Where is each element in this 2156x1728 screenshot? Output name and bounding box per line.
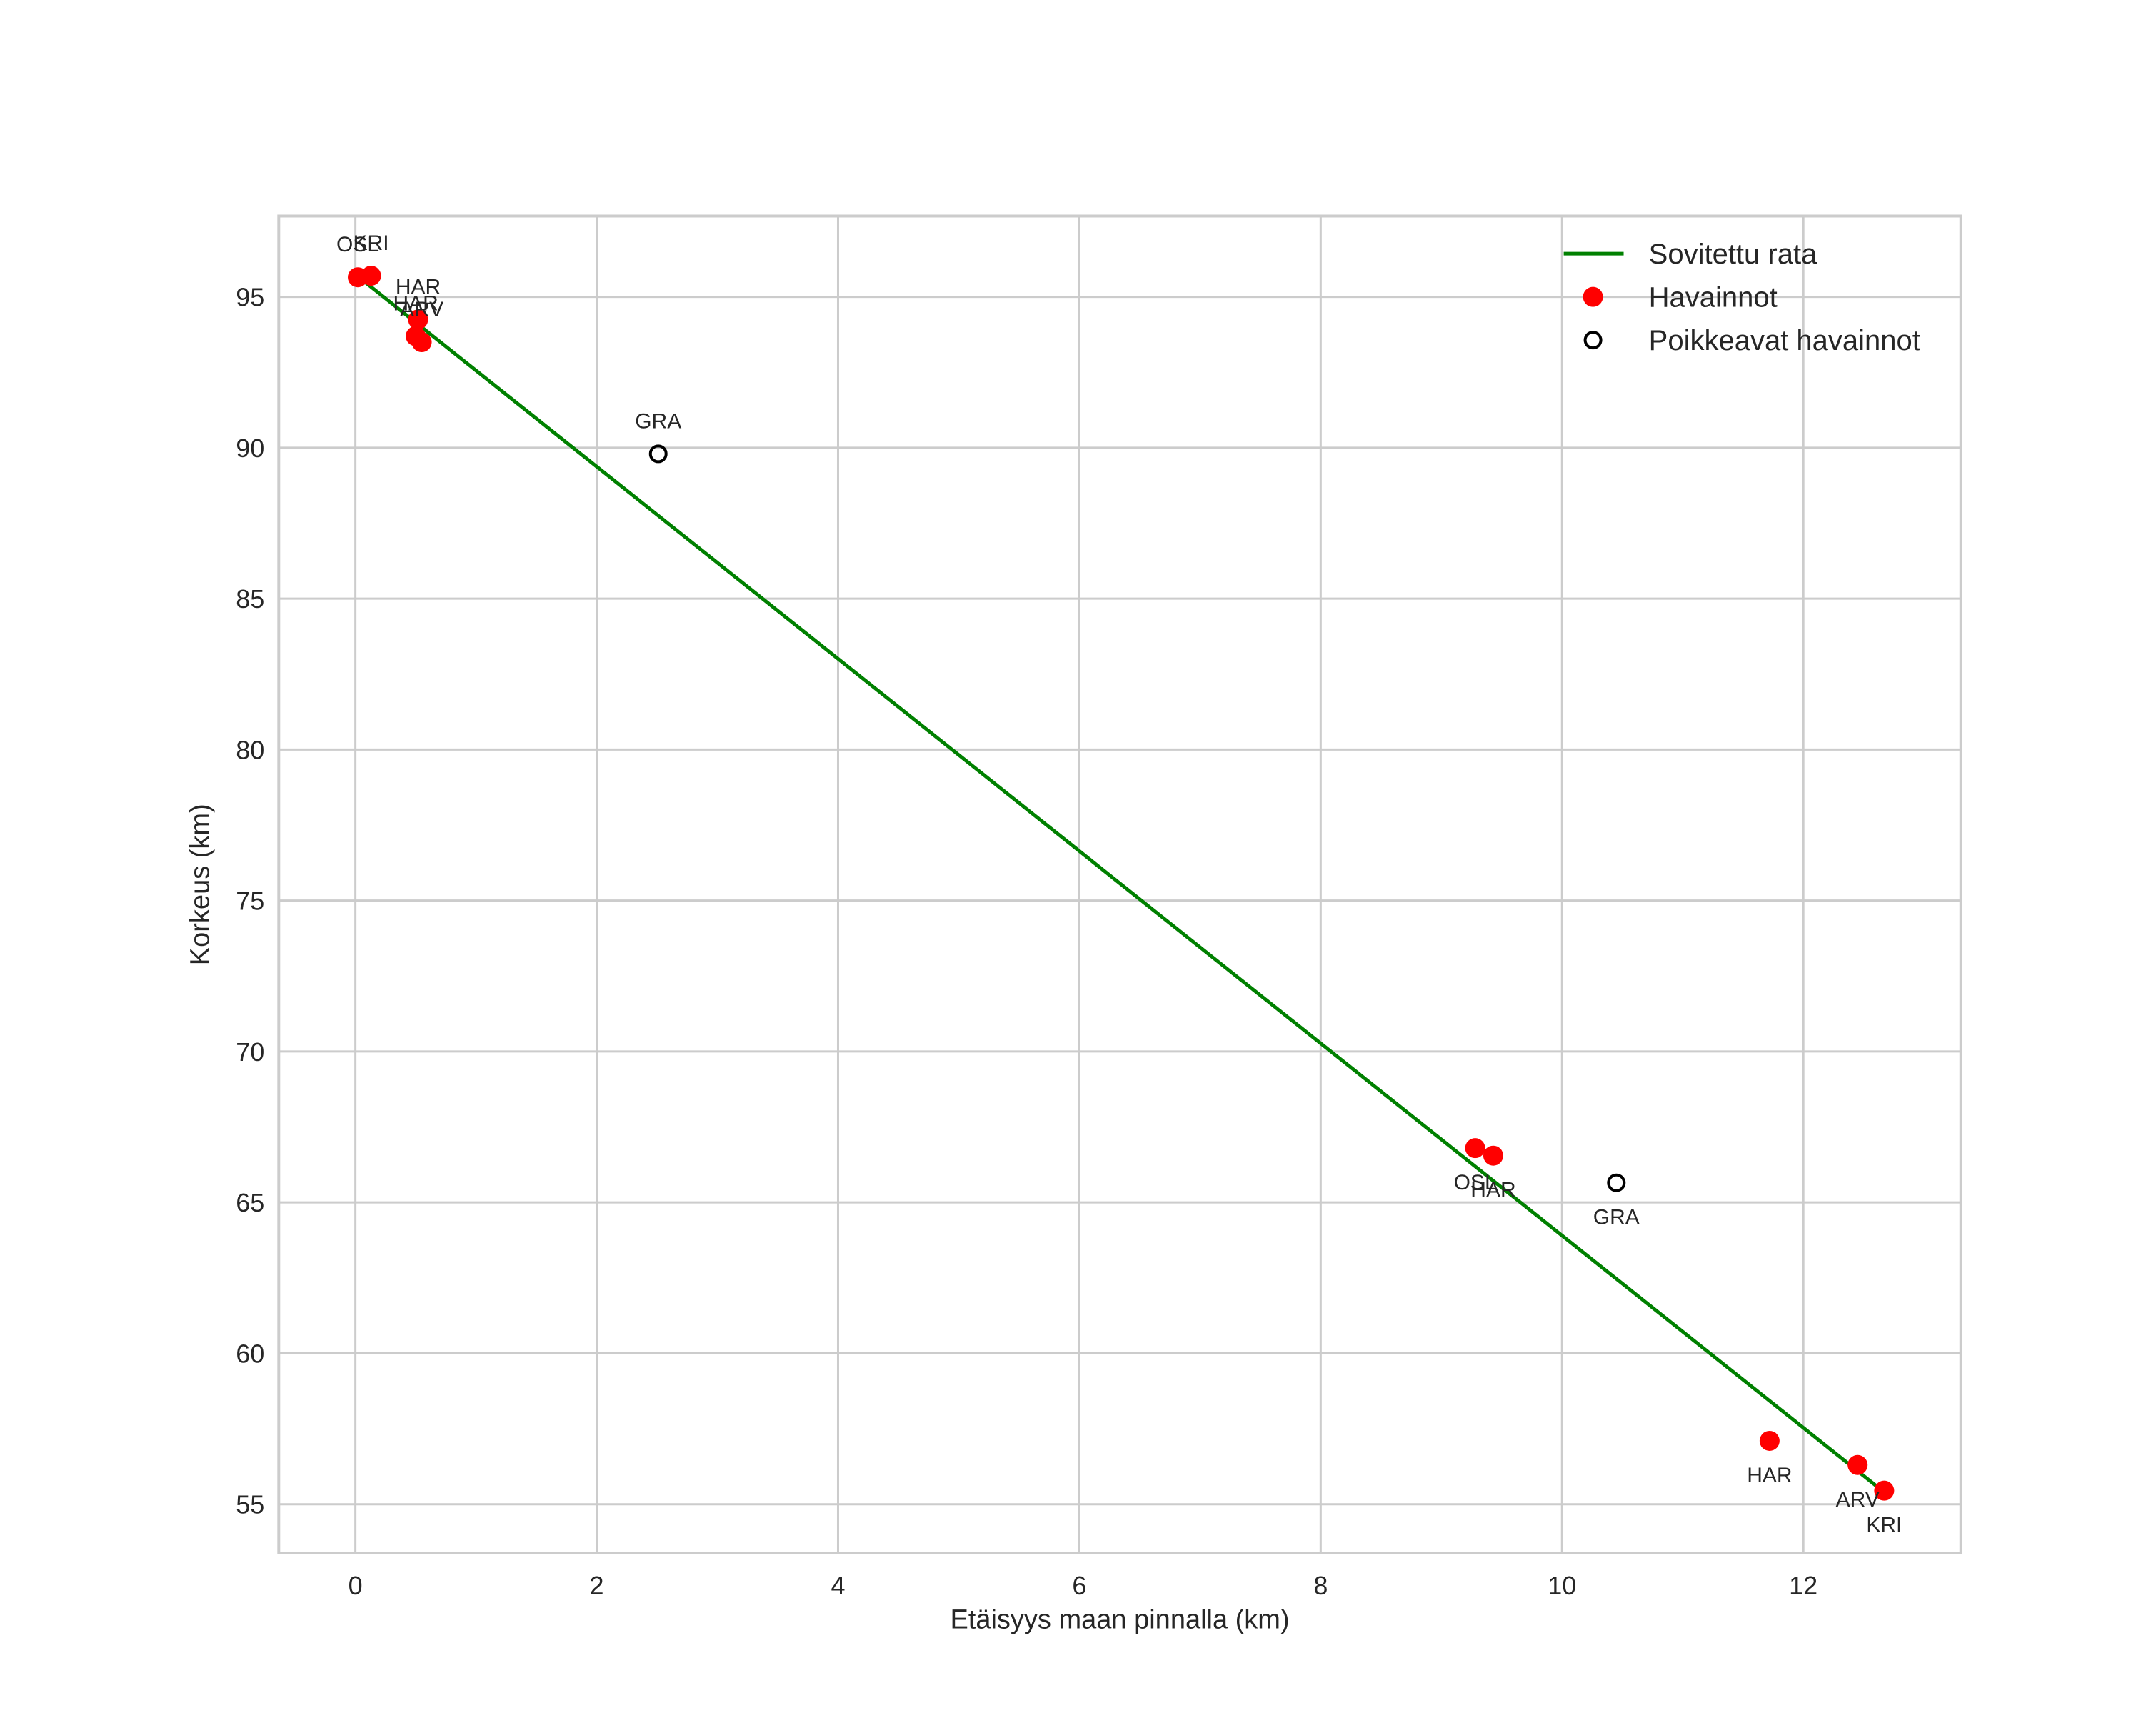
x-tick-label: 8 xyxy=(1313,1571,1328,1600)
legend-item-fit: Sovitettu rata xyxy=(1649,239,1817,270)
observation-marker xyxy=(1847,1454,1868,1475)
observation-marker xyxy=(411,332,432,353)
observation-marker xyxy=(1759,1430,1780,1451)
y-tick-label: 85 xyxy=(236,584,264,614)
point-label: GRA xyxy=(1593,1206,1640,1229)
observation-marker xyxy=(1465,1138,1485,1159)
x-tick-label: 4 xyxy=(831,1571,845,1600)
point-label: HAR xyxy=(396,275,441,299)
x-tick-label: 6 xyxy=(1072,1571,1086,1600)
x-tick-label: 0 xyxy=(349,1571,363,1600)
y-tick-label: 65 xyxy=(236,1188,264,1217)
x-tick-label: 12 xyxy=(1789,1571,1817,1600)
y-tick-label: 70 xyxy=(236,1037,264,1067)
data-series xyxy=(348,266,1895,1501)
point-label: KRI xyxy=(1866,1514,1902,1537)
legend-item-outliers: Poikkeavat havainnot xyxy=(1649,325,1920,356)
point-label: HAR xyxy=(393,292,438,316)
x-tick-label: 2 xyxy=(590,1571,604,1600)
point-label: KRI xyxy=(354,231,389,255)
observation-marker xyxy=(361,266,381,286)
observation-marker xyxy=(408,309,428,330)
observation-marker xyxy=(1483,1145,1503,1166)
plot-frame xyxy=(277,214,1962,1554)
point-label: OSL xyxy=(336,233,379,256)
outlier-marker xyxy=(648,444,668,464)
point-label: GRA xyxy=(635,409,681,433)
y-axis-label: Korkeus (km) xyxy=(186,804,216,965)
y-tick-label: 60 xyxy=(236,1339,264,1368)
observation-marker xyxy=(1874,1480,1895,1501)
y-tick-label: 90 xyxy=(236,434,264,463)
outlier-marker xyxy=(1607,1173,1626,1192)
fit-line xyxy=(358,276,1885,1494)
y-axis-ticks: 55 60 65 70 75 80 85 90 95 xyxy=(236,283,264,1519)
point-label: ARV xyxy=(1836,1488,1880,1512)
point-label: HAR xyxy=(1747,1464,1792,1487)
legend: Sovitettu rata Havainnot Poikkeavat hava… xyxy=(1563,239,1920,356)
x-tick-label: 10 xyxy=(1548,1571,1576,1600)
y-tick-label: 80 xyxy=(236,735,264,764)
x-axis-ticks: 0 2 4 6 8 10 12 xyxy=(349,1571,1818,1600)
y-tick-label: 95 xyxy=(236,283,264,312)
point-label: OSL xyxy=(1454,1171,1497,1194)
point-label: ARV xyxy=(400,298,443,321)
y-tick-label: 75 xyxy=(236,887,264,916)
legend-dot-icon xyxy=(1583,286,1603,307)
x-axis-label: Etäisyys maan pinnalla (km) xyxy=(950,1604,1289,1634)
grid-lines xyxy=(279,216,1961,1553)
y-tick-label: 55 xyxy=(236,1490,264,1519)
point-label: HAR xyxy=(1470,1179,1515,1202)
legend-item-observations: Havainnot xyxy=(1649,282,1778,314)
legend-ring-icon xyxy=(1583,331,1603,350)
